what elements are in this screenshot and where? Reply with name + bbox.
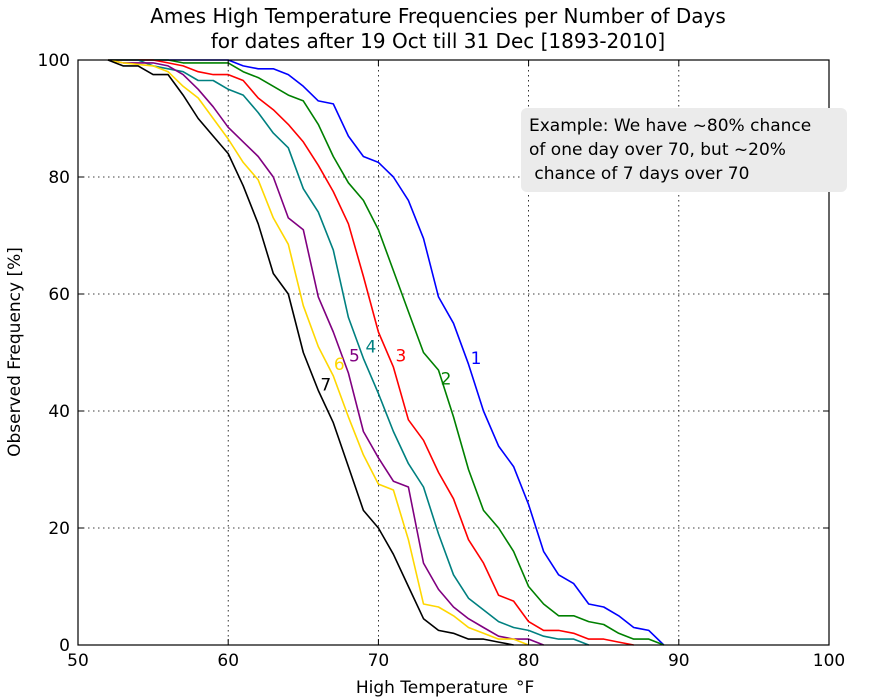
annotation-line-1: Example: We have ~80% chance	[529, 116, 811, 136]
annotation-line-3: chance of 7 days over 70	[529, 164, 749, 184]
x-tick-label-80: 80	[518, 651, 540, 671]
x-tick-label-90: 90	[668, 651, 690, 671]
chart-title-line-1: Ames High Temperature Frequencies per Nu…	[150, 4, 726, 28]
y-tick-label-100: 100	[38, 51, 70, 71]
annotation-box: Example: We have ~80% chance of one day …	[521, 108, 847, 192]
x-axis-label-text: High Temperature	[356, 678, 508, 698]
annotation-line-2: of one day over 70, but ~20%	[529, 140, 786, 160]
x-tick-label-60: 60	[217, 651, 239, 671]
series-label-5: 5	[349, 346, 360, 366]
annotation-background	[521, 108, 847, 192]
axes	[77, 59, 830, 646]
y-tick-label-0: 0	[59, 636, 70, 656]
series-line-3	[108, 59, 634, 646]
series-line-2	[108, 59, 665, 646]
tick-labels: 50 60 70 80 90 100 0 20 40 60 80 100	[38, 51, 846, 671]
plot-frame	[77, 59, 830, 646]
series-line-1	[108, 59, 665, 646]
series-label-7: 7	[320, 376, 331, 396]
x-tick-label-70: 70	[368, 651, 390, 671]
y-tick-label-20: 20	[48, 519, 70, 539]
y-axis-label: Observed Frequency [%]	[5, 247, 25, 457]
series-line-6	[107, 59, 529, 646]
y-tick-label-80: 80	[48, 168, 70, 188]
x-tick-label-50: 50	[67, 651, 89, 671]
x-axis-unit: °F	[516, 678, 534, 698]
series-line-4	[108, 59, 589, 646]
x-axis-label: High Temperature °F	[356, 678, 534, 698]
series-label-3: 3	[396, 346, 407, 366]
y-tick-label-60: 60	[48, 285, 70, 305]
y-tick-label-40: 40	[48, 402, 70, 422]
x-tick-label-100: 100	[813, 651, 845, 671]
chart-title-line-2: for dates after 19 Oct till 31 Dec [1893…	[211, 29, 666, 53]
series-line-7	[107, 59, 514, 646]
series-label-6: 6	[334, 355, 345, 375]
series-lines	[107, 59, 665, 646]
series-line-5	[107, 59, 544, 646]
series-label-1: 1	[471, 349, 482, 369]
series-label-2: 2	[441, 370, 452, 390]
series-label-4: 4	[365, 338, 376, 358]
